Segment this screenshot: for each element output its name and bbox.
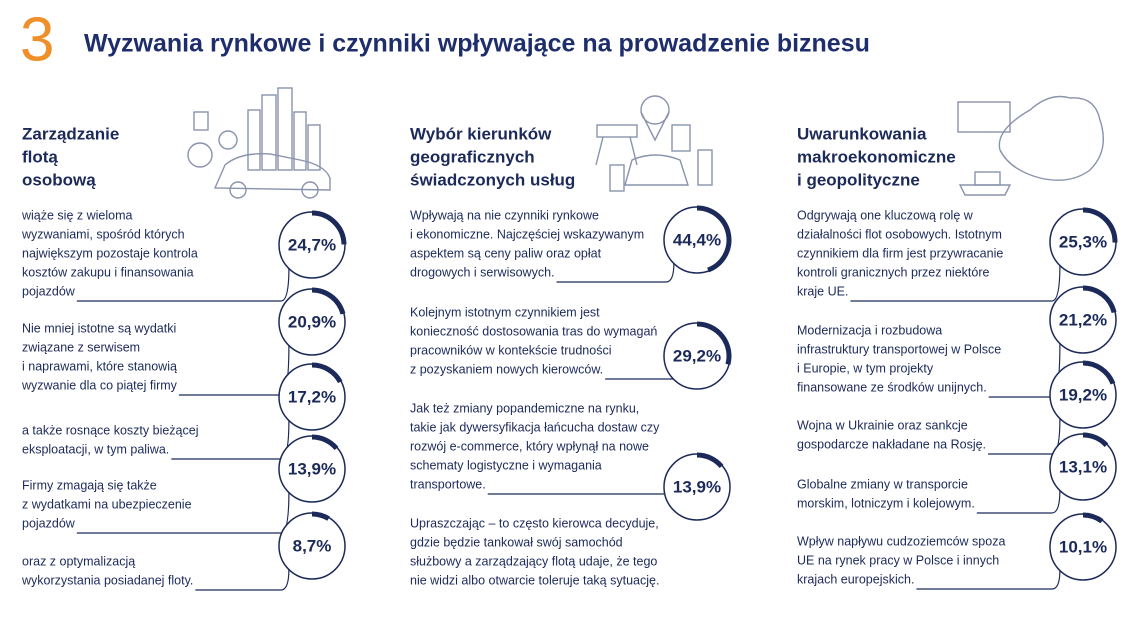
percent-arc — [311, 287, 346, 315]
item-text: a także rosnące koszty bieżącej — [22, 423, 198, 437]
item-text: Wpływają na nie czynniki rynkowe — [410, 208, 599, 222]
item-text: kontroli granicznych przez niektóre — [797, 265, 989, 279]
item-text: nie widzi albo otwarcie toleruje taką sy… — [410, 573, 659, 587]
percent-arc — [311, 434, 339, 451]
column-heading: Uwarunkowania — [797, 124, 927, 143]
item-text: i ekonomiczne. Najczęściej wskazywanym — [410, 227, 644, 241]
fleet-illustration — [187, 87, 331, 199]
item-text: z pozyskaniem nowych kierowców. — [410, 362, 603, 376]
connector-line — [976, 490, 1061, 514]
item-text: czynnikiem dla firm jest przywracanie — [797, 246, 1003, 260]
item-text: Upraszczając – to często kierowca decydu… — [410, 516, 659, 530]
percent-label: 10,1% — [1059, 537, 1107, 556]
item-text: związane z serwisem — [22, 340, 140, 354]
item-text: krajach europejskich. — [797, 572, 914, 586]
item-text: wiąże się z wieloma — [21, 208, 133, 222]
percent-arc — [311, 210, 347, 245]
column-heading: świadczonych usług — [410, 170, 575, 189]
page-title: Wyzwania rynkowe i czynniki wpływające n… — [84, 30, 870, 58]
connector-line — [916, 570, 1061, 590]
item-text: infrastruktury transportowej w Polsce — [797, 342, 1001, 356]
item-text: Wpływ napływu cudzoziemców spoza — [797, 534, 1005, 548]
item-text: wyzwaniami, spośród których — [21, 227, 185, 241]
item-text: aspektem są ceny paliw oraz opłat — [410, 246, 602, 260]
percent-label: 19,2% — [1059, 385, 1107, 404]
item-text: finansowane ze środków unijnych. — [797, 380, 987, 394]
column-heading: flotą — [22, 147, 58, 166]
connector-line — [850, 265, 1061, 302]
percent-arc — [311, 511, 330, 521]
item-text: służbowy a zarządzający flotą udaje, że … — [410, 554, 657, 568]
percent-arc — [696, 205, 732, 273]
item-text: takie jak dywersyfikacja łańcucha dostaw… — [410, 420, 660, 434]
item-text: gospodarcze nakładane na Rosję. — [797, 437, 986, 451]
item-text: z wydatkami na ubezpieczenie — [22, 497, 192, 511]
percent-arc — [696, 452, 724, 469]
percent-label: 44,4% — [673, 230, 721, 249]
column-heading: Wybór kierunków — [410, 124, 552, 143]
item-text: Wojna w Ukrainie oraz sankcje — [797, 418, 968, 432]
percent-label: 29,2% — [673, 346, 721, 365]
item-text: Firmy zmagają się także — [22, 478, 157, 492]
percent-arc — [1082, 432, 1109, 448]
percent-label: 25,3% — [1059, 232, 1107, 251]
percent-label: 21,2% — [1059, 310, 1107, 329]
item-text: transportowe. — [410, 477, 486, 491]
percent-arc — [311, 362, 343, 384]
connector-line — [195, 569, 290, 591]
item-text: gdzie będzie tankował swój samochód — [410, 535, 623, 549]
connector-line — [76, 268, 290, 302]
item-text: kraje UE. — [797, 284, 848, 298]
item-text: Modernizacja i rozbudowa — [797, 323, 942, 337]
percent-arc — [1082, 207, 1118, 243]
item-text: wyzwanie dla co piątej firmy — [21, 378, 178, 392]
percent-arc — [1082, 512, 1104, 524]
percent-label: 17,2% — [288, 387, 336, 406]
column-heading: i geopolityczne — [797, 170, 920, 189]
connector-line — [178, 345, 290, 396]
item-text: eksploatacji, w tym paliwa. — [22, 442, 169, 456]
item-text: pracowników w kontekście trudności — [410, 343, 611, 357]
percent-label: 20,9% — [288, 312, 336, 331]
percent-label: 8,7% — [293, 536, 332, 555]
item-text: schematy logistyczne i wymagania — [410, 458, 602, 472]
item-text: i naprawami, które stanowią — [22, 359, 177, 373]
routes-illustration — [595, 95, 713, 192]
item-text: kosztów zakupu i finansowania — [22, 265, 194, 279]
item-text: pojazdów — [22, 516, 76, 530]
column-heading: osobową — [22, 170, 96, 189]
percent-arc — [1082, 285, 1117, 314]
connector-line — [556, 263, 675, 283]
column-heading: makroekonomiczne — [797, 147, 956, 166]
percent-label: 13,1% — [1059, 457, 1107, 476]
item-text: konieczność dostosowania tras do wymagań — [410, 324, 657, 338]
item-text: i Europie, w tym projekty — [797, 361, 934, 375]
percent-label: 24,7% — [288, 235, 336, 254]
item-text: Kolejnym istotnym czynnikiem jest — [410, 305, 600, 319]
item-text: morskim, lotniczym i kolejowym. — [797, 496, 975, 510]
item-text: rozwój e-commerce, który wpłynął na nowe — [410, 439, 649, 453]
item-text: UE na rynek pracy w Polsce i innych — [797, 553, 999, 567]
percent-label: 13,9% — [673, 477, 721, 496]
item-text: Odgrywają one kluczową rolę w — [797, 208, 974, 222]
item-text: Globalne zmiany w transporcie — [797, 477, 968, 491]
column-heading: geograficznych — [410, 147, 535, 166]
section-number: 3 — [20, 5, 54, 74]
column-heading: Zarządzanie — [22, 124, 119, 143]
item-text: wykorzystania posiadanej floty. — [21, 573, 193, 587]
europe-illustration — [957, 95, 1104, 196]
percent-label: 13,9% — [288, 459, 336, 478]
item-text: największym pozostaje kontrola — [22, 246, 198, 260]
item-text: drogowych i serwisowych. — [410, 265, 555, 279]
item-text: Nie mniej istotne są wydatki — [22, 321, 176, 335]
percent-arc — [1082, 360, 1116, 385]
item-text: pojazdów — [22, 284, 76, 298]
item-text: działalności flot osobowych. Istotnym — [797, 227, 1002, 241]
item-text: Jak też zmiany popandemiczne na rynku, — [410, 401, 639, 415]
item-text: oraz z optymalizacją — [22, 554, 135, 568]
connector-line — [988, 418, 1061, 455]
percent-arc — [696, 321, 732, 365]
